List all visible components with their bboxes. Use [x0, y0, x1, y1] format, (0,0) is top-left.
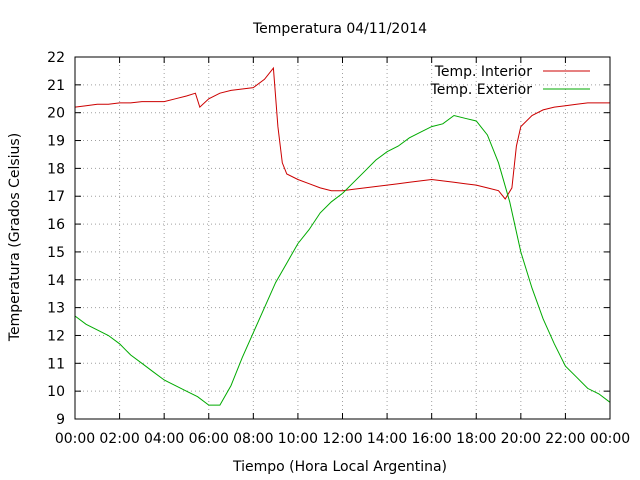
y-tick-label: 12 [47, 328, 65, 344]
x-tick-label: 22:00 [545, 431, 585, 447]
y-tick-label: 17 [47, 189, 65, 205]
y-tick-label: 16 [47, 217, 65, 233]
x-axis-label: Tiempo (Hora Local Argentina) [232, 459, 447, 475]
x-tick-label: 14:00 [367, 431, 407, 447]
x-tick-label: 16:00 [411, 431, 451, 447]
chart-title: Temperatura 04/11/2014 [252, 21, 427, 37]
x-tick-label: 06:00 [189, 431, 229, 447]
y-axis-label: Temperatura (Grados Celsius) [7, 133, 23, 342]
y-tick-label: 22 [47, 50, 65, 66]
x-tick-label: 04:00 [144, 431, 184, 447]
x-tick-label: 10:00 [278, 431, 318, 447]
legend: Temp. Interior Temp. Exterior [430, 64, 590, 98]
x-tick-label: 20:00 [501, 431, 541, 447]
y-tick-label: 9 [56, 412, 65, 428]
y-tick-label: 14 [47, 273, 65, 289]
legend-label: Temp. Exterior [430, 82, 533, 98]
y-tick-label: 10 [47, 384, 65, 400]
x-tick-label: 00:00 [55, 431, 95, 447]
legend-label: Temp. Interior [434, 64, 533, 80]
y-tick-label: 19 [47, 134, 65, 150]
x-tick-label: 00:00 [590, 431, 630, 447]
x-tick-label: 18:00 [456, 431, 496, 447]
y-tick-label: 21 [47, 78, 65, 94]
series-line-interior [74, 66, 610, 200]
y-tick-label: 18 [47, 161, 65, 177]
x-tick-label: 12:00 [322, 431, 362, 447]
y-tick-label: 13 [47, 301, 65, 317]
grid-lines [75, 57, 610, 419]
y-tick-label: 11 [47, 356, 65, 372]
x-tick-label: 02:00 [99, 431, 139, 447]
x-tick-label: 08:00 [233, 431, 273, 447]
y-tick-label: 15 [47, 245, 65, 261]
y-tick-label: 20 [47, 106, 65, 122]
series-line-exterior [74, 114, 611, 406]
series-layer [74, 66, 611, 406]
